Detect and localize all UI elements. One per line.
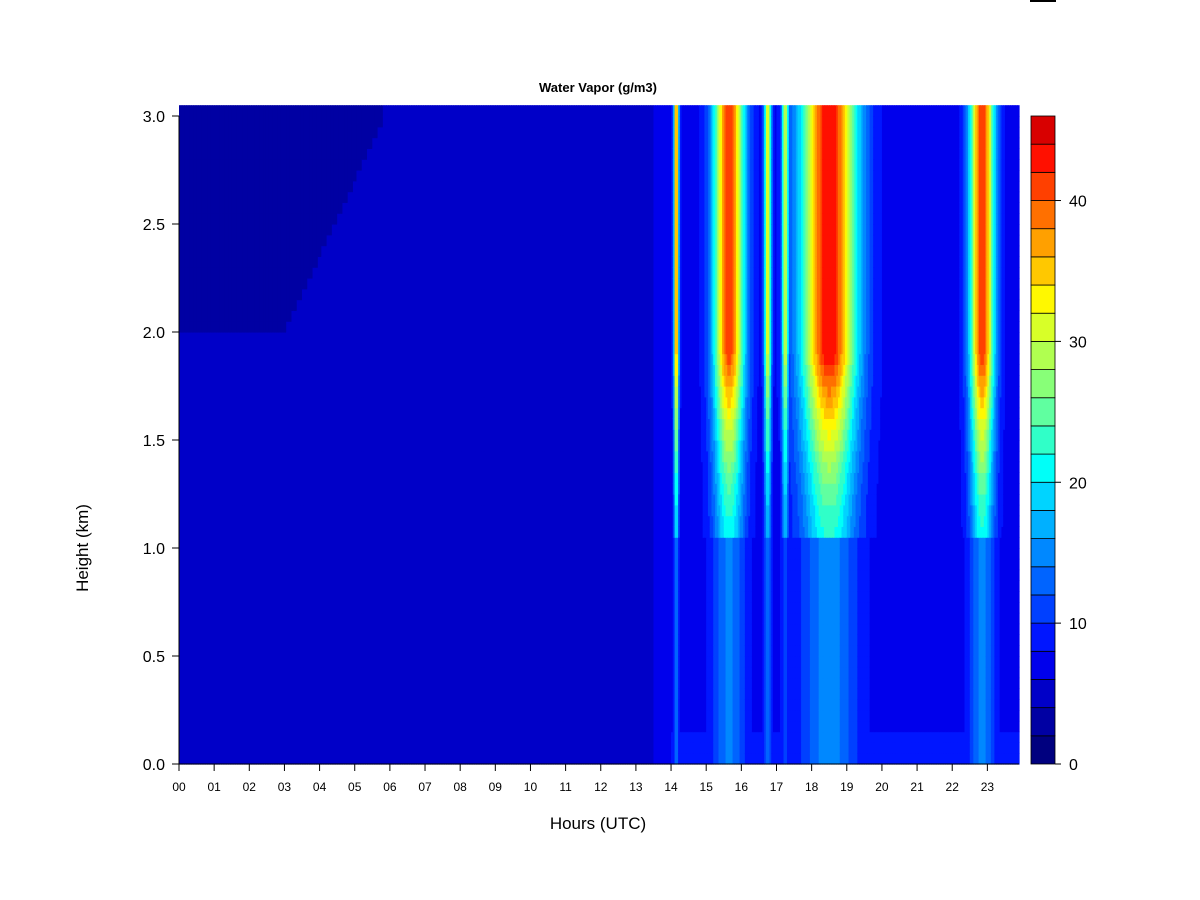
heatmap-area bbox=[179, 105, 1020, 764]
